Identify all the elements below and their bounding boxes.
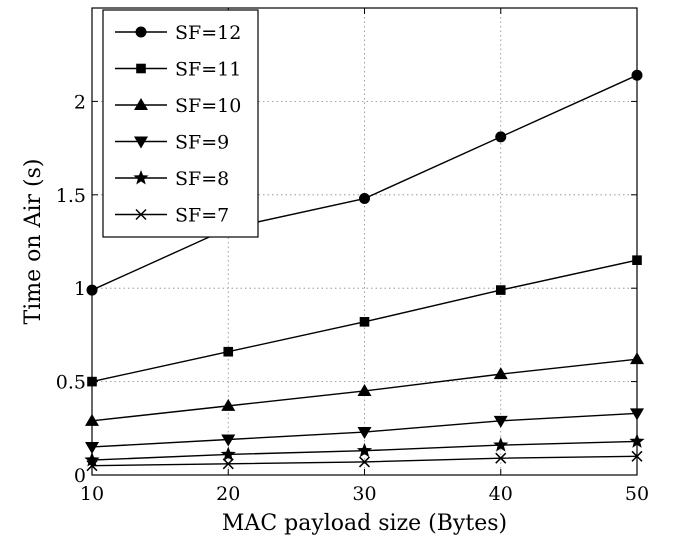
legend-label: SF=10 (175, 95, 241, 117)
legend-marker-sf-12 (135, 26, 147, 38)
data-point-sf-12 (495, 131, 507, 143)
y-axis-label: Time on Air (s) (21, 159, 46, 325)
legend-marker-sf-11 (136, 63, 146, 74)
series-sf-10 (85, 352, 644, 426)
data-point-sf-12 (359, 193, 370, 205)
legend-entry-sf-9: SF=9 (115, 132, 229, 154)
x-tick-label: 40 (489, 483, 513, 505)
legend-entry-sf-12: SF=12 (115, 22, 241, 44)
y-tick-label: 1 (74, 278, 86, 300)
legend-entry-sf-10: SF=10 (115, 95, 241, 117)
data-point-sf-9 (493, 415, 508, 428)
legend-marker-sf-8 (133, 170, 149, 185)
data-point-sf-11 (223, 346, 234, 357)
data-point-sf-8 (493, 437, 509, 452)
data-point-sf-8 (356, 442, 373, 458)
y-tick-label: 2 (74, 91, 86, 113)
x-tick-label: 10 (80, 483, 104, 505)
data-point-sf-11 (495, 285, 506, 295)
legend-label: SF=12 (175, 22, 241, 44)
x-axis-label: MAC payload size (Bytes) (222, 511, 507, 536)
data-point-sf-9 (221, 434, 236, 447)
data-point-sf-8 (220, 446, 236, 461)
legend-marker-sf-9 (134, 136, 148, 149)
y-tick-label: 0 (74, 465, 86, 487)
legend-label: SF=11 (175, 59, 241, 81)
x-tick-labels: 10 20 30 40 50 (80, 483, 649, 505)
legend-marker-sf-7 (135, 208, 147, 221)
y-tick-labels: 0 0.5 1 1.5 2 (56, 91, 86, 487)
legend-entry-sf-11: SF=11 (115, 59, 241, 81)
legend-entry-sf-8: SF=8 (115, 168, 229, 190)
data-point-sf-11 (359, 317, 370, 327)
series-sf-11 (87, 255, 642, 387)
legend-label: SF=9 (175, 132, 229, 154)
legend: SF=12 SF=11 SF=10 SF=9 SF=8 SF=7 (102, 9, 259, 238)
y-tick-label: 1.5 (56, 185, 86, 207)
x-tick-label: 50 (625, 483, 649, 505)
data-point-sf-10 (493, 367, 508, 380)
legend-entry-sf-7: SF=7 (115, 205, 229, 227)
legend-box (102, 9, 259, 238)
x-tick-label: 30 (352, 483, 376, 505)
x-tick-label: 20 (216, 483, 240, 505)
data-point-sf-10 (357, 383, 372, 396)
legend-marker-sf-10 (134, 98, 148, 110)
legend-label: SF=8 (175, 168, 229, 190)
legend-label: SF=7 (175, 205, 229, 227)
data-point-sf-10 (221, 398, 236, 411)
data-point-sf-7 (358, 456, 371, 468)
y-tick-label: 0.5 (56, 372, 86, 394)
data-point-sf-7 (495, 452, 507, 464)
data-point-sf-9 (357, 427, 372, 440)
data-point-sf-7 (222, 458, 234, 470)
